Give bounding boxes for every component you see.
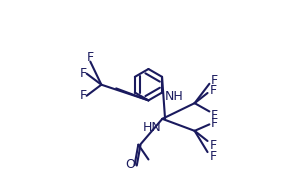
Text: F: F [211, 74, 218, 87]
Text: F: F [80, 89, 87, 102]
Text: F: F [209, 84, 217, 97]
Text: F: F [209, 150, 217, 163]
Text: F: F [80, 67, 87, 80]
Text: F: F [211, 109, 218, 122]
Text: F: F [211, 117, 218, 130]
Text: F: F [209, 139, 217, 152]
Text: HN: HN [143, 121, 161, 134]
Text: O: O [125, 158, 135, 171]
Text: F: F [87, 51, 94, 63]
Text: NH: NH [164, 90, 183, 103]
